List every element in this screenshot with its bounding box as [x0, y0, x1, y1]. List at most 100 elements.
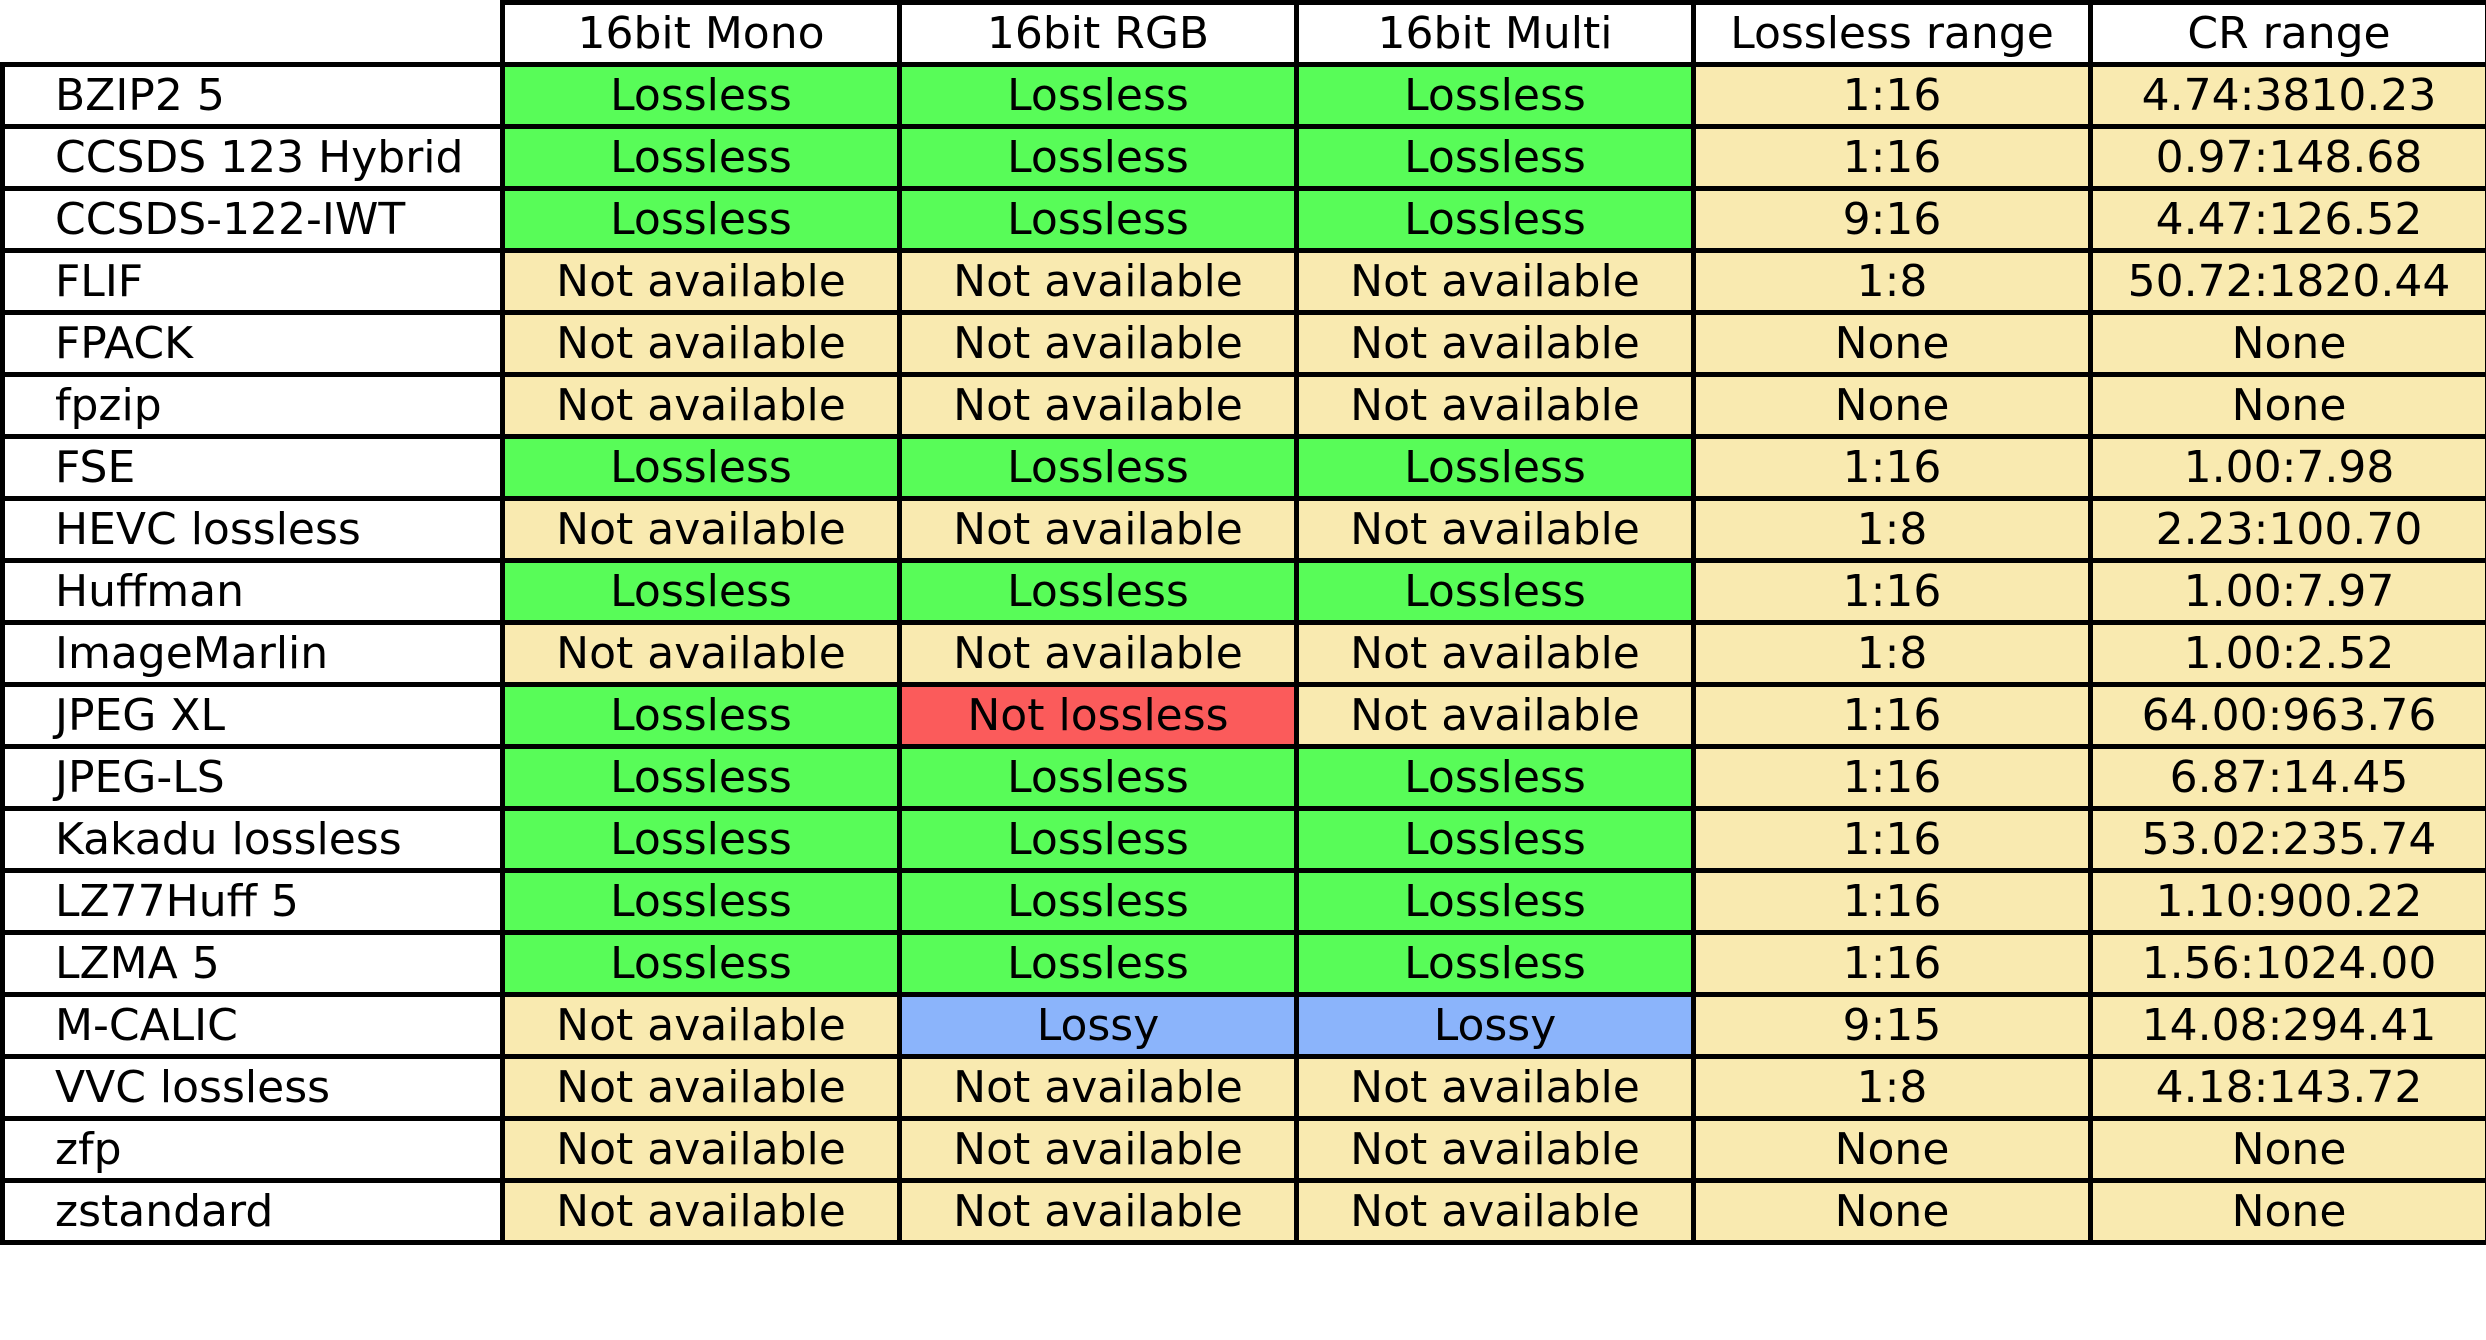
row-label-method: FPACK: [0, 310, 505, 377]
cell-cr-range: 4.18:143.72: [2088, 1054, 2486, 1121]
table-body: BZIP2 5 Lossless Lossless Lossless 1:16 4.74:…: [0, 62, 2486, 1245]
row-label-method: ImageMarlin: [0, 620, 505, 687]
cell-16bit-rgb: Lossless: [897, 558, 1299, 625]
cell-lossless-range: 9:15: [1691, 992, 2093, 1059]
row-label-method: JPEG XL: [0, 682, 505, 749]
cell-16bit-rgb: Lossless: [897, 124, 1299, 191]
cell-cr-range: 53.02:235.74: [2088, 806, 2486, 873]
table-row: LZ77Huff 5 Lossless Lossless Lossless 1:16 1.…: [0, 868, 2486, 935]
cell-16bit-multi: Lossless: [1294, 806, 1696, 873]
cell-lossless-range: 1:16: [1691, 124, 2093, 191]
cell-16bit-mono: Not available: [500, 992, 902, 1059]
cell-16bit-multi: Not available: [1294, 1054, 1696, 1121]
cell-16bit-multi: Not available: [1294, 496, 1696, 563]
row-label-method: FLIF: [0, 248, 505, 315]
cell-16bit-multi: Not available: [1294, 372, 1696, 439]
cell-16bit-rgb: Not available: [897, 620, 1299, 687]
cell-16bit-mono: Not available: [500, 248, 902, 315]
row-label-method: zstandard: [0, 1178, 505, 1245]
row-label-method: Huffman: [0, 558, 505, 625]
row-label-method: Kakadu lossless: [0, 806, 505, 873]
cell-cr-range: 14.08:294.41: [2088, 992, 2486, 1059]
row-label-method: LZ77Huff 5: [0, 868, 505, 935]
table-row: JPEG-LS Lossless Lossless Lossless 1:16 6.87:…: [0, 744, 2486, 811]
row-label-method: M-CALIC: [0, 992, 505, 1059]
cell-lossless-range: 1:16: [1691, 558, 2093, 625]
table-row: fpzip Not available Not available Not avail…: [0, 372, 2486, 439]
cell-16bit-multi: Not available: [1294, 310, 1696, 377]
row-label-method: JPEG-LS: [0, 744, 505, 811]
cell-16bit-multi: Not available: [1294, 682, 1696, 749]
cell-lossless-range: None: [1691, 1116, 2093, 1183]
table-row: BZIP2 5 Lossless Lossless Lossless 1:16 4.74:…: [0, 62, 2486, 129]
cell-cr-range: 2.23:100.70: [2088, 496, 2486, 563]
cell-lossless-range: 1:16: [1691, 434, 2093, 501]
cell-cr-range: 1.00:7.98: [2088, 434, 2486, 501]
table-row: zfp Not available Not available Not availab…: [0, 1116, 2486, 1183]
row-label-method: CCSDS-122-IWT: [0, 186, 505, 253]
cell-lossless-range: None: [1691, 372, 2093, 439]
cell-lossless-range: 1:8: [1691, 248, 2093, 315]
cell-cr-range: 6.87:14.45: [2088, 744, 2486, 811]
cell-lossless-range: 1:16: [1691, 744, 2093, 811]
table-row: CCSDS-122-IWT Lossless Lossless Lossless 9:1…: [0, 186, 2486, 253]
cell-16bit-multi: Lossless: [1294, 930, 1696, 997]
cell-16bit-multi: Lossless: [1294, 744, 1696, 811]
row-label-method: LZMA 5: [0, 930, 505, 997]
table-row: Kakadu lossless Lossless Lossless Lossless 1…: [0, 806, 2486, 873]
cell-16bit-multi: Not available: [1294, 1178, 1696, 1245]
cell-16bit-rgb: Lossless: [897, 930, 1299, 997]
cell-lossless-range: None: [1691, 1178, 2093, 1245]
table-row: JPEG XL Lossless Not lossless Not available…: [0, 682, 2486, 749]
cell-cr-range: 0.97:148.68: [2088, 124, 2486, 191]
cell-cr-range: 1.56:1024.00: [2088, 930, 2486, 997]
compression-results-table: 16bit Mono 16bit RGB 16bit Multi Lossles…: [0, 0, 2486, 1245]
cell-16bit-rgb: Not lossless: [897, 682, 1299, 749]
table-row: HEVC lossless Not available Not available N…: [0, 496, 2486, 563]
cell-16bit-mono: Not available: [500, 1054, 902, 1121]
row-label-method: CCSDS 123 Hybrid: [0, 124, 505, 191]
cell-lossless-range: 1:16: [1691, 62, 2093, 129]
cell-cr-range: 1.00:7.97: [2088, 558, 2486, 625]
cell-16bit-multi: Not available: [1294, 620, 1696, 687]
cell-16bit-mono: Lossless: [500, 930, 902, 997]
cell-16bit-rgb: Not available: [897, 1054, 1299, 1121]
cell-16bit-mono: Lossless: [500, 186, 902, 253]
cell-16bit-rgb: Lossy: [897, 992, 1299, 1059]
cell-16bit-rgb: Not available: [897, 248, 1299, 315]
cell-lossless-range: 1:8: [1691, 1054, 2093, 1121]
column-header-16bit-mono: 16bit Mono: [500, 0, 902, 67]
column-header-lossless-range: Lossless range: [1691, 0, 2093, 67]
cell-16bit-mono: Lossless: [500, 806, 902, 873]
cell-16bit-mono: Not available: [500, 1116, 902, 1183]
row-label-method: zfp: [0, 1116, 505, 1183]
cell-16bit-mono: Lossless: [500, 682, 902, 749]
cell-16bit-rgb: Lossless: [897, 434, 1299, 501]
cell-16bit-multi: Lossy: [1294, 992, 1696, 1059]
row-label-method: HEVC lossless: [0, 496, 505, 563]
cell-16bit-mono: Not available: [500, 310, 902, 377]
cell-16bit-multi: Not available: [1294, 248, 1696, 315]
row-label-method: VVC lossless: [0, 1054, 505, 1121]
cell-16bit-multi: Lossless: [1294, 558, 1696, 625]
table-row: M-CALIC Not available Lossy Lossy 9:15 14.08:…: [0, 992, 2486, 1059]
cell-cr-range: 4.74:3810.23: [2088, 62, 2486, 129]
cell-16bit-rgb: Lossless: [897, 62, 1299, 129]
cell-lossless-range: 1:8: [1691, 496, 2093, 563]
cell-16bit-rgb: Not available: [897, 310, 1299, 377]
cell-16bit-multi: Not available: [1294, 1116, 1696, 1183]
cell-16bit-mono: Not available: [500, 496, 902, 563]
cell-16bit-mono: Lossless: [500, 558, 902, 625]
cell-16bit-mono: Lossless: [500, 124, 902, 191]
cell-16bit-rgb: Lossless: [897, 186, 1299, 253]
row-label-method: fpzip: [0, 372, 505, 439]
cell-16bit-multi: Lossless: [1294, 434, 1696, 501]
cell-cr-range: None: [2088, 1116, 2486, 1183]
cell-16bit-multi: Lossless: [1294, 62, 1696, 129]
row-label-method: FSE: [0, 434, 505, 501]
cell-lossless-range: 1:16: [1691, 682, 2093, 749]
header-row: 16bit Mono 16bit RGB 16bit Multi Lossles…: [2, 0, 2486, 67]
cell-cr-range: 1.00:2.52: [2088, 620, 2486, 687]
table-row: ImageMarlin Not available Not available Not…: [0, 620, 2486, 687]
table-row: LZMA 5 Lossless Lossless Lossless 1:16 1.56:1…: [0, 930, 2486, 997]
